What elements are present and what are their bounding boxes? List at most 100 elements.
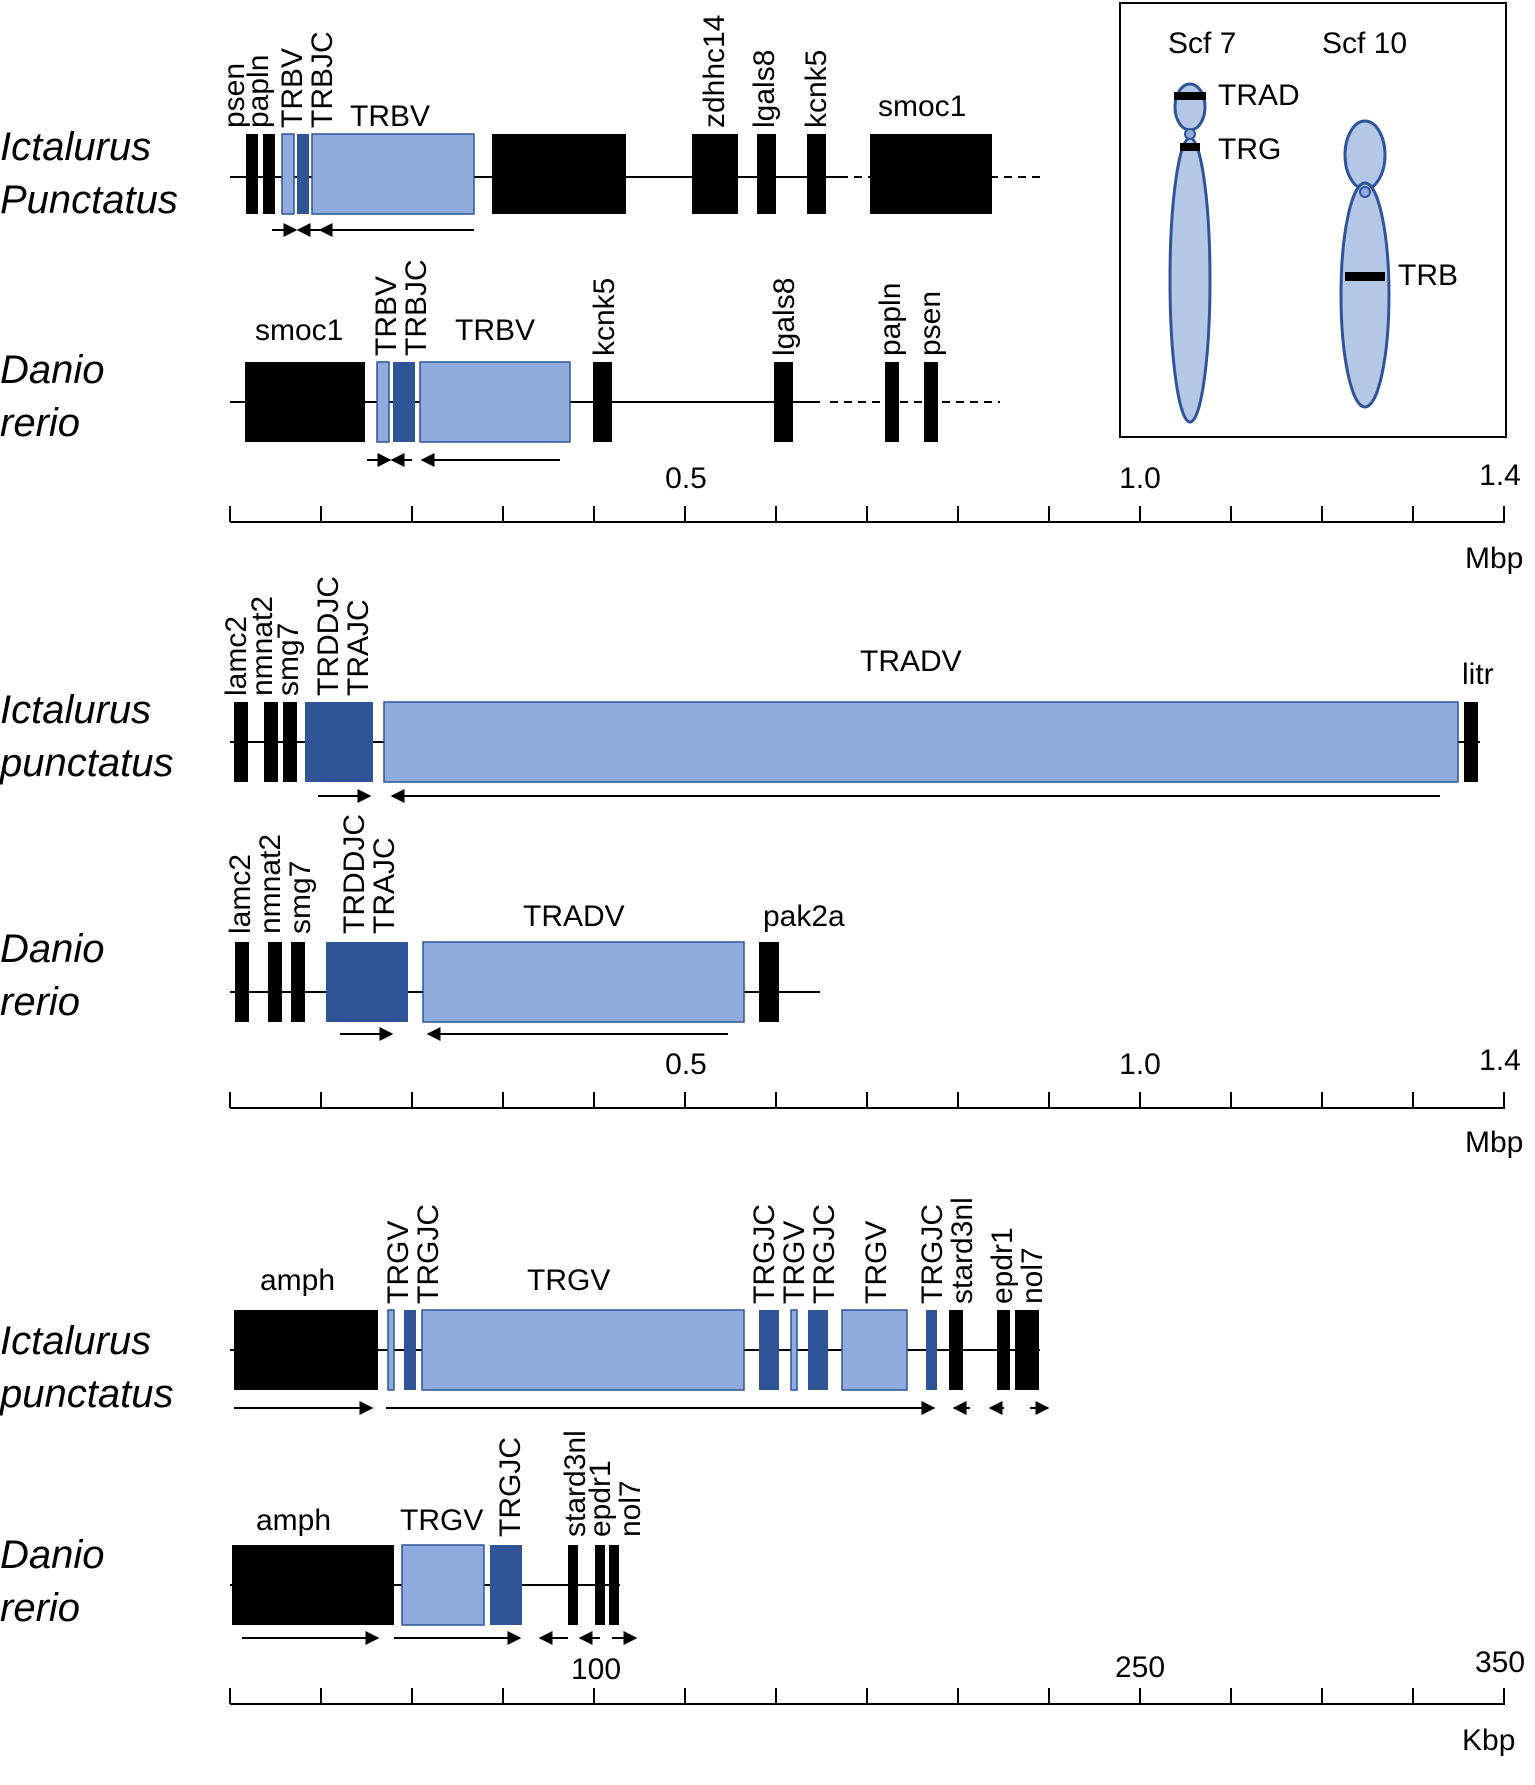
tick-label: 1.4 bbox=[1479, 459, 1521, 492]
gene-label: TRGV bbox=[382, 1221, 415, 1304]
gene-block-psen bbox=[246, 134, 258, 214]
gene-label: TRBJC bbox=[400, 259, 433, 356]
gene-block-nmnat2 bbox=[268, 942, 282, 1022]
tick-label: 1.0 bbox=[1119, 462, 1161, 495]
gene-label: lamc2 bbox=[224, 854, 257, 934]
gene-label: lgals8 bbox=[748, 50, 781, 128]
trad-band bbox=[1174, 92, 1206, 100]
scale-axis: 100 250 350 Kbp bbox=[229, 1646, 1525, 1757]
gene-block-amph bbox=[232, 1545, 394, 1625]
panel-trad: Ictalurus punctatus lamc2 nmnat2 smg7 TR… bbox=[0, 576, 1523, 1159]
gene-block-lgals8 bbox=[774, 362, 793, 442]
gene-label: papln bbox=[242, 55, 275, 128]
gene-block-unnamed bbox=[492, 134, 626, 214]
gene-label: lamc2 bbox=[220, 616, 253, 696]
panel-trg: Ictalurus punctatus amph TRGV TRGJC TRGV… bbox=[0, 1197, 1525, 1757]
scale-axis: 0.5 1.0 1.4 Mbp bbox=[229, 459, 1523, 575]
gene-label: TRADV bbox=[523, 900, 625, 933]
gene-label: litr bbox=[1462, 658, 1494, 691]
gene-block-epdr1 bbox=[997, 1310, 1010, 1390]
gene-label: TRAJC bbox=[368, 837, 401, 934]
gene-block-trbv-cluster bbox=[311, 133, 475, 215]
gene-label: TRGV bbox=[400, 1504, 483, 1537]
gene-block-lgals8 bbox=[757, 134, 776, 214]
gene-block-trgv bbox=[387, 1309, 395, 1391]
gene-block-trbjc bbox=[297, 134, 309, 214]
locus-label: TRG bbox=[1218, 133, 1281, 166]
gene-block-zdhhc14 bbox=[692, 134, 738, 214]
trg-band bbox=[1180, 143, 1200, 151]
centromere bbox=[1184, 128, 1196, 140]
gene-label: stard3nl bbox=[559, 1430, 592, 1537]
gene-block-trbv bbox=[376, 361, 390, 443]
chromosome-inset: Scf 7 Scf 10 TRAD TRG TRB bbox=[1119, 2, 1507, 438]
gene-label: TRBV bbox=[455, 314, 535, 347]
species-epithet: Punctatus bbox=[0, 178, 178, 222]
species-epithet: punctatus bbox=[0, 741, 173, 785]
species-genus: Danio bbox=[0, 927, 105, 971]
gene-block-smoc1 bbox=[870, 134, 992, 214]
gene-block-stard3nl bbox=[949, 1310, 963, 1390]
species-epithet: rerio bbox=[0, 980, 80, 1024]
species-genus: Danio bbox=[0, 1533, 105, 1577]
gene-label: nol7 bbox=[614, 1480, 647, 1537]
axis-unit: Mbp bbox=[1465, 1126, 1523, 1159]
gene-block-trddjc-trajc bbox=[326, 942, 408, 1022]
gene-label: TRAJC bbox=[342, 599, 375, 696]
chromosome-scf7-p-arm bbox=[1173, 82, 1207, 132]
gene-block-amph bbox=[234, 1310, 378, 1390]
chromosome-scf7-q-arm bbox=[1168, 136, 1212, 424]
gene-label: TRGJC bbox=[808, 1204, 841, 1304]
species-genus: Ictalurus bbox=[0, 125, 151, 169]
gene-block-nol7 bbox=[609, 1545, 619, 1625]
gene-block-trgv-cluster bbox=[421, 1309, 745, 1391]
tick-label: 0.5 bbox=[665, 462, 707, 495]
gene-label: nmnat2 bbox=[246, 596, 279, 696]
panel-trb: Ictalurus Punctatus psen papln TRBV TRBJ… bbox=[0, 2, 1523, 575]
species-epithet: rerio bbox=[0, 401, 80, 445]
gene-block-smoc1 bbox=[245, 362, 365, 442]
gene-label: TRGJC bbox=[916, 1204, 949, 1304]
tick-label: 1.4 bbox=[1479, 1044, 1521, 1077]
gene-block-kcnk5 bbox=[807, 134, 826, 214]
tick-label: 100 bbox=[571, 1653, 621, 1686]
trb-band bbox=[1345, 272, 1385, 281]
gene-label: TRADV bbox=[860, 645, 962, 678]
gene-label: TRBJC bbox=[306, 31, 339, 128]
gene-label: TRDDJC bbox=[312, 576, 345, 696]
gene-label: smoc1 bbox=[878, 90, 966, 123]
tick-label: 350 bbox=[1475, 1646, 1525, 1679]
centromere bbox=[1359, 186, 1371, 198]
axis-unit: Mbp bbox=[1465, 542, 1523, 575]
gene-label: TRGJC bbox=[412, 1204, 445, 1304]
gene-block-trgjc bbox=[759, 1310, 779, 1390]
gene-block-litr bbox=[1464, 702, 1478, 782]
gene-block-tradv bbox=[422, 941, 745, 1023]
species-genus: Ictalurus bbox=[0, 1319, 151, 1363]
locus-label: TRAD bbox=[1218, 79, 1300, 112]
gene-label: TRGV bbox=[860, 1221, 893, 1304]
gene-block-trgv bbox=[790, 1309, 798, 1391]
scaffold-label: Scf 7 bbox=[1168, 27, 1236, 60]
gene-label: zdhhc14 bbox=[698, 15, 731, 128]
gene-label: lgals8 bbox=[768, 278, 801, 356]
scaffold-label: Scf 10 bbox=[1322, 27, 1407, 60]
locus-label: TRB bbox=[1398, 259, 1458, 292]
gene-label: TRDDJC bbox=[338, 814, 371, 934]
gene-label: papln bbox=[874, 283, 907, 356]
gene-block-trgjc bbox=[490, 1545, 522, 1625]
tick-label: 250 bbox=[1115, 1651, 1165, 1684]
gene-label: kcnk5 bbox=[800, 50, 833, 128]
chromosome-scf10-p-arm bbox=[1343, 119, 1387, 191]
gene-block-lamc2 bbox=[235, 942, 249, 1022]
gene-label: psen bbox=[914, 291, 947, 356]
gene-block-papln bbox=[263, 134, 275, 214]
species-genus: Danio bbox=[0, 348, 105, 392]
tick-label: 1.0 bbox=[1119, 1048, 1161, 1081]
gene-label: TRGV bbox=[527, 1264, 610, 1297]
gene-block-trgjc bbox=[808, 1310, 828, 1390]
gene-block-trbv bbox=[281, 133, 295, 215]
gene-label: nol7 bbox=[1016, 1247, 1049, 1304]
gene-block-stard3nl bbox=[568, 1545, 578, 1625]
